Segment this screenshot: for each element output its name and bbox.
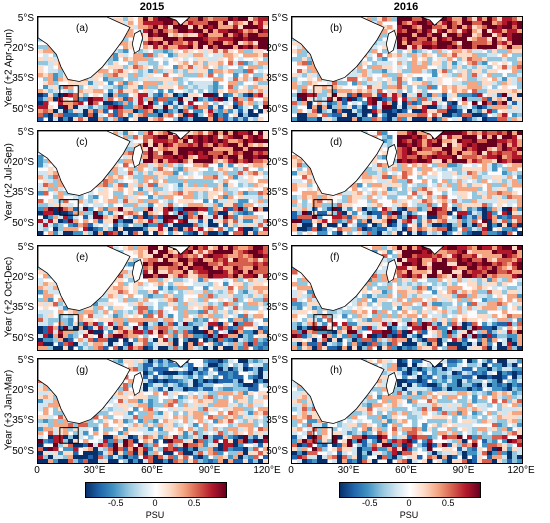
study-region-box <box>59 199 79 216</box>
colorbar-tick-label: 0 <box>152 498 158 508</box>
colorbar-tick-label: 0.5 <box>441 498 455 508</box>
panel-label: (g) <box>76 365 89 376</box>
lon-tick-label: 90°E <box>452 465 475 476</box>
lat-tick-label: 5°S <box>271 13 288 25</box>
salinity-field <box>292 246 522 350</box>
panel-label: (f) <box>330 252 340 263</box>
map-panel: (a) <box>37 16 269 122</box>
lat-tick-label: 35°S <box>12 73 34 85</box>
lat-tick-label: 35°S <box>266 302 288 314</box>
colorbar <box>339 482 481 498</box>
study-region-box <box>313 427 333 444</box>
lon-tick-label: 60°E <box>395 465 417 476</box>
lat-tick-label: 20°S <box>12 385 34 397</box>
map-panel: (b) <box>291 16 523 122</box>
lat-tick-label: 35°S <box>266 415 288 427</box>
lat-tick-label: 20°S <box>12 157 34 169</box>
colorbar-tick-label: 0.5 <box>187 498 201 508</box>
study-region-box <box>59 314 79 331</box>
lon-tick-label: 0 <box>288 465 294 476</box>
lon-tick-label: 90°E <box>198 465 221 476</box>
study-region-box <box>313 314 333 331</box>
lat-tick-label: 20°S <box>12 272 34 284</box>
row-label: Year (+3 Jan-Mar) <box>3 369 15 451</box>
colorbar-unit: PSU <box>399 510 419 520</box>
lat-tick-label: 20°S <box>12 43 34 55</box>
colorbar <box>85 482 227 498</box>
colorbar-tick-label: -0.5 <box>108 498 124 508</box>
salinity-field <box>292 131 522 235</box>
salinity-field <box>38 246 268 350</box>
lat-tick-label: 5°S <box>17 13 34 25</box>
lat-tick-label: 5°S <box>271 127 288 139</box>
map-panel: (g) <box>37 358 269 464</box>
salinity-field <box>38 359 268 463</box>
column-title: 2016 <box>393 1 419 13</box>
lat-tick-label: 50°S <box>12 217 34 229</box>
colorbar-tick-label: -0.5 <box>362 498 378 508</box>
study-region-box <box>313 199 333 216</box>
lat-tick-label: 35°S <box>12 415 34 427</box>
lat-tick-label: 50°S <box>266 103 288 115</box>
study-region-box <box>313 85 333 102</box>
row-label: Year (+2 Oct-Dec) <box>3 256 15 338</box>
salinity-field <box>38 131 268 235</box>
lat-tick-label: 5°S <box>17 242 34 254</box>
lon-tick-label: 60°E <box>141 465 163 476</box>
lat-tick-label: 50°S <box>266 217 288 229</box>
lat-tick-label: 35°S <box>266 73 288 85</box>
lon-tick-label: 120°E <box>253 465 281 476</box>
map-panel: (f) <box>291 245 523 351</box>
lon-tick-label: 30°E <box>337 465 360 476</box>
lat-tick-label: 50°S <box>12 332 34 344</box>
map-panel: (c) <box>37 130 269 236</box>
row-label: Year (+2 Jul-Sep) <box>3 143 15 221</box>
row-label: Year (+2 Apr-Jun) <box>3 28 15 108</box>
lat-tick-label: 5°S <box>271 355 288 367</box>
lat-tick-label: 20°S <box>266 385 288 397</box>
lat-tick-label: 50°S <box>12 103 34 115</box>
map-panel: (h) <box>291 358 523 464</box>
lat-tick-label: 35°S <box>12 302 34 314</box>
study-region-box <box>59 427 79 444</box>
lat-tick-label: 5°S <box>17 355 34 367</box>
map-panel: (d) <box>291 130 523 236</box>
lat-tick-label: 50°S <box>266 332 288 344</box>
colorbar-unit: PSU <box>145 510 165 520</box>
lat-tick-label: 20°S <box>266 157 288 169</box>
study-region-box <box>59 85 79 102</box>
panel-label: (a) <box>76 23 89 34</box>
lat-tick-label: 20°S <box>266 272 288 284</box>
salinity-field <box>292 359 522 463</box>
lat-tick-label: 35°S <box>266 187 288 199</box>
lon-tick-label: 30°E <box>83 465 106 476</box>
colorbar-tick-label: 0 <box>406 498 412 508</box>
lat-tick-label: 5°S <box>271 242 288 254</box>
lat-tick-label: 5°S <box>17 127 34 139</box>
lat-tick-label: 20°S <box>266 43 288 55</box>
lat-tick-label: 35°S <box>12 187 34 199</box>
panel-label: (h) <box>330 365 343 376</box>
panel-label: (b) <box>330 23 343 34</box>
panel-label: (d) <box>330 137 343 148</box>
salinity-field <box>38 17 268 121</box>
salinity-field <box>292 17 522 121</box>
lon-tick-label: 0 <box>34 465 40 476</box>
lat-tick-label: 50°S <box>266 445 288 457</box>
lat-tick-label: 50°S <box>12 445 34 457</box>
panel-label: (c) <box>76 137 88 148</box>
lon-tick-label: 120°E <box>507 465 535 476</box>
panel-label: (e) <box>76 252 89 263</box>
map-panel: (e) <box>37 245 269 351</box>
column-title: 2015 <box>139 1 165 13</box>
